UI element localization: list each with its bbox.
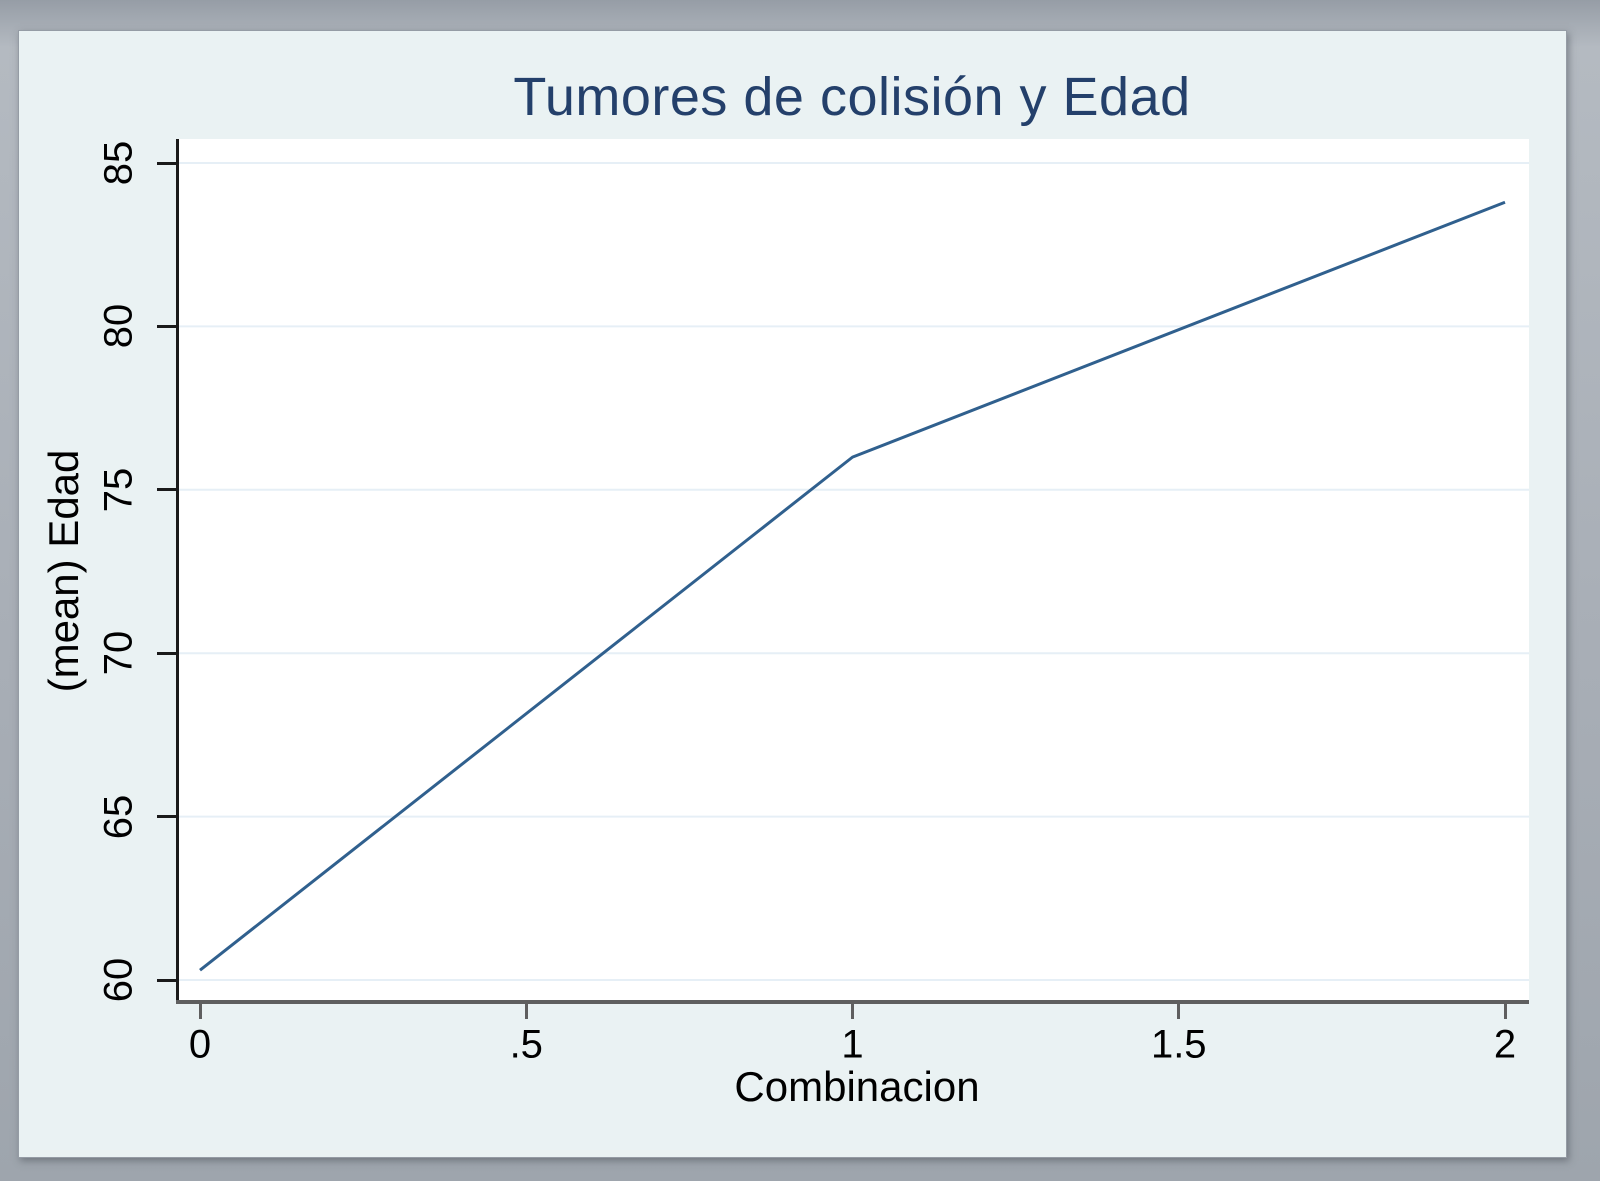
y-tick-label: 80 bbox=[96, 304, 141, 349]
x-tick-mark bbox=[1503, 1004, 1507, 1019]
x-tick-mark bbox=[524, 1004, 528, 1019]
y-tick-label: 70 bbox=[96, 630, 141, 676]
x-tick-mark bbox=[198, 1004, 202, 1019]
y-tick-label: 60 bbox=[96, 957, 141, 1003]
x-tick-mark bbox=[851, 1004, 854, 1019]
y-tick-mark bbox=[157, 161, 176, 165]
y-tick-mark bbox=[157, 324, 176, 328]
y-tick-mark bbox=[157, 978, 176, 982]
x-tick-mark bbox=[1177, 1004, 1181, 1019]
data-line-mean-edad bbox=[199, 200, 1506, 972]
plot-area bbox=[176, 139, 1529, 1004]
x-tick-label: 2 bbox=[1493, 1022, 1517, 1067]
y-tick-mark bbox=[157, 815, 176, 819]
y-axis-title: (mean) Edad bbox=[40, 449, 87, 693]
chart-title: Tumores de colisión y Edad bbox=[513, 67, 1191, 127]
y-tick-mark bbox=[157, 651, 176, 655]
y-tick-label: 75 bbox=[96, 467, 141, 513]
line-chart-svg bbox=[176, 139, 1529, 1004]
chart-canvas: Tumores de colisión y Edad 60 65 70 75 80 85 0… bbox=[18, 30, 1567, 1158]
y-tick-mark bbox=[157, 488, 176, 492]
x-tick-label: 1.5 bbox=[1150, 1022, 1207, 1067]
x-tick-label: .5 bbox=[509, 1022, 543, 1067]
x-tick-label: 1 bbox=[841, 1022, 864, 1067]
x-tick-label: 0 bbox=[188, 1022, 212, 1067]
y-tick-label: 65 bbox=[96, 794, 141, 839]
x-axis-title: Combinacion bbox=[734, 1063, 980, 1110]
y-tick-label: 85 bbox=[96, 140, 141, 186]
